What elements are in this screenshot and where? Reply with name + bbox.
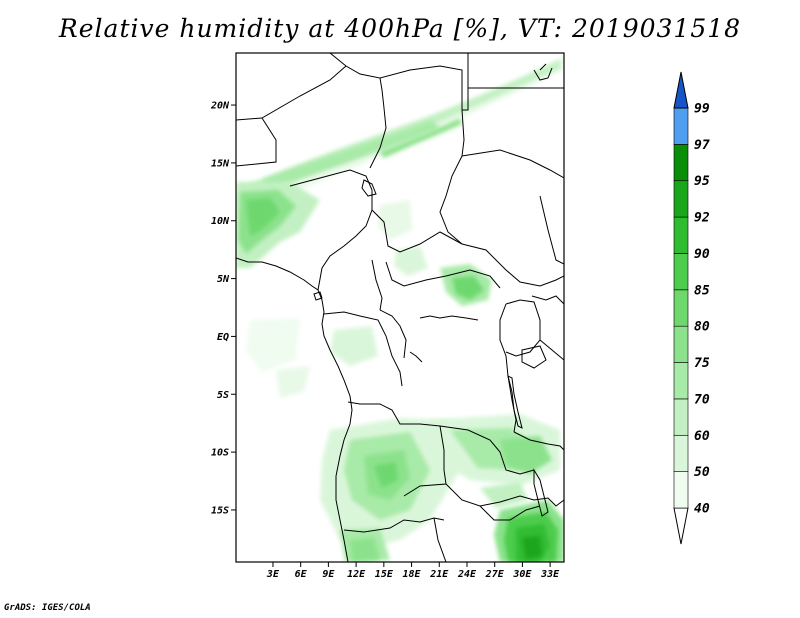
bioko-island <box>313 291 323 301</box>
lat-tick-label: EQ <box>217 332 229 343</box>
border-cameroon-car <box>371 259 383 311</box>
lon-tick-label: 18E <box>403 569 422 580</box>
grads-credit: GrADS: IGES/COLA <box>4 603 91 613</box>
lat-tick-label: 10N <box>211 216 230 227</box>
lat-tick-label: 15S <box>211 505 229 516</box>
colorbar-segment <box>673 107 689 145</box>
lake-tanganyika <box>507 375 523 429</box>
lat-tick-label: 5N <box>217 274 230 285</box>
colorbar-level-label: 70 <box>694 392 710 407</box>
border-mozambique <box>519 495 564 507</box>
colorbar-level-label: 95 <box>694 174 710 189</box>
border-sudan-ssudan <box>461 149 564 179</box>
map-frame <box>235 52 565 563</box>
colorbar-top-triangle <box>673 71 689 109</box>
mozambique-moist-core <box>494 500 564 562</box>
red-sea-coast <box>533 63 553 81</box>
lon-tick-label: 33E <box>540 569 560 580</box>
longitude-axis: 3E 6E 9E 12E 15E 18E 21E 24E 27E 30E 33E <box>266 562 560 580</box>
colorbar-segment <box>673 216 689 254</box>
lat-tick-label: 15N <box>211 158 230 169</box>
border-angola-north <box>347 401 441 427</box>
border-uganda <box>505 299 541 357</box>
lat-tick-label: 10S <box>211 448 229 459</box>
colorbar-level-label: 92 <box>694 211 710 226</box>
lon-tick-label: 27E <box>485 569 505 580</box>
border-nigeria-cameroon <box>317 190 373 291</box>
border-libya-egypt <box>462 53 469 111</box>
border-tanzania-south <box>513 431 564 451</box>
country-boundaries <box>236 53 564 562</box>
border-gabon-congo <box>323 311 403 387</box>
colorbar-level-label: 50 <box>694 465 710 480</box>
colorbar-level-label: 85 <box>694 283 710 298</box>
lon-tick-label: 21E <box>429 569 449 580</box>
colorbar-segment <box>673 434 689 472</box>
colorbar-level-label: 60 <box>694 429 710 444</box>
colorbar: 40 50 60 70 75 80 85 90 92 95 97 99 <box>673 71 710 545</box>
colorbar-level-label: 97 <box>694 138 710 153</box>
map-title: Relative humidity at 400hPa [%], VT: 201… <box>58 14 742 43</box>
colorbar-segment <box>673 180 689 218</box>
lon-tick-label: 9E <box>322 569 335 580</box>
southern-africa-moist-area <box>320 414 560 562</box>
congo-river <box>409 315 479 363</box>
colorbar-level-label: 80 <box>694 320 710 335</box>
ethiopia-kenya <box>531 295 564 305</box>
border-car-south <box>385 261 501 289</box>
coastline-west <box>236 257 353 562</box>
border-kenya-tanzania <box>539 339 564 361</box>
lat-tick-label: 5S <box>217 390 229 401</box>
west-africa-moist-area <box>236 182 320 268</box>
colorbar-level-label: 40 <box>694 502 710 517</box>
border-niger-nigeria <box>289 169 373 191</box>
border-chad-car <box>371 209 463 253</box>
colorbar-segment <box>673 325 689 363</box>
colorbar-segment <box>673 289 689 327</box>
border-drc-west <box>379 309 407 359</box>
border-mali-niger <box>236 65 347 121</box>
lon-tick-label: 30E <box>512 569 532 580</box>
border-drc-east <box>499 303 517 433</box>
colorbar-bottom-triangle <box>673 507 689 545</box>
border-algeria-libya <box>329 53 387 169</box>
border-botswana <box>433 517 447 562</box>
border-niger-chad <box>379 65 465 157</box>
border-drc-zambia <box>439 425 535 475</box>
colorbar-segment <box>673 398 689 436</box>
border-sudan-south <box>461 243 564 287</box>
border-ethiopia <box>539 195 564 265</box>
colorbar-segment <box>673 362 689 400</box>
lon-tick-label: 3E <box>266 569 280 580</box>
colorbar-segment <box>673 253 689 291</box>
lon-tick-label: 15E <box>375 569 394 580</box>
lon-tick-label: 24E <box>457 569 477 580</box>
lon-tick-label: 12E <box>347 569 366 580</box>
lat-tick-label: 20N <box>210 101 230 112</box>
lake-victoria <box>521 345 547 369</box>
humidity-field <box>236 56 564 562</box>
lon-tick-label: 6E <box>295 569 308 580</box>
colorbar-segment <box>673 471 689 509</box>
lake-malawi <box>533 468 549 517</box>
border-mali-south <box>236 117 277 167</box>
sahel-moist-band <box>236 56 564 214</box>
border-zimbabwe <box>479 505 541 521</box>
colorbar-level-label: 99 <box>694 102 710 117</box>
lake-chad <box>361 179 377 197</box>
colorbar-level-label: 75 <box>694 356 710 371</box>
colorbar-segment <box>673 144 689 182</box>
latitude-axis: 20N 15N 10N 5N EQ 5S 10S 15S <box>210 101 236 516</box>
colorbar-level-label: 90 <box>694 247 710 262</box>
border-angola-east <box>403 425 447 497</box>
border-chad-sudan <box>439 155 463 245</box>
central-africa-moist-patches <box>246 200 492 398</box>
